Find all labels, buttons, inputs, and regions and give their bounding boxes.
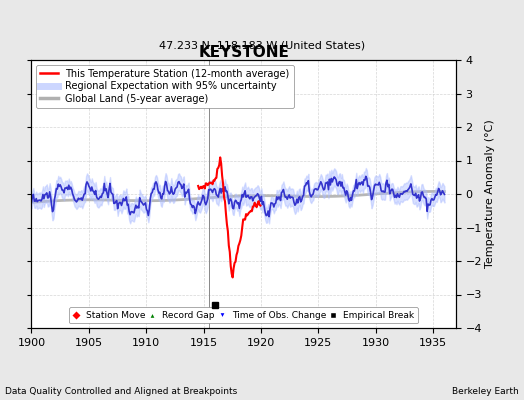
Text: Data Quality Controlled and Aligned at Breakpoints: Data Quality Controlled and Aligned at B…	[5, 387, 237, 396]
Title: KEYSTONE: KEYSTONE	[198, 45, 289, 60]
Text: 47.233 N, 118.183 W (United States): 47.233 N, 118.183 W (United States)	[159, 40, 365, 50]
Text: Berkeley Earth: Berkeley Earth	[452, 387, 519, 396]
Y-axis label: Temperature Anomaly (°C): Temperature Anomaly (°C)	[485, 120, 495, 268]
Legend: Station Move, Record Gap, Time of Obs. Change, Empirical Break: Station Move, Record Gap, Time of Obs. C…	[69, 307, 418, 324]
